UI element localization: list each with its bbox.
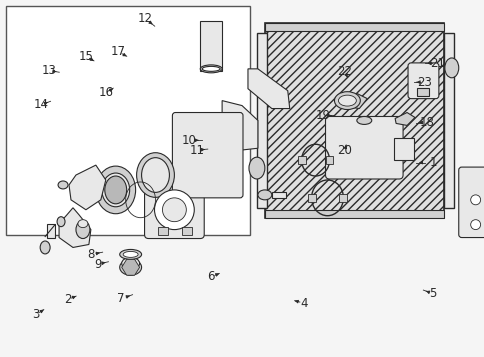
Ellipse shape [120,250,141,260]
Ellipse shape [76,221,90,238]
Ellipse shape [338,95,356,106]
Circle shape [162,198,186,222]
Text: 21: 21 [429,57,444,70]
Ellipse shape [200,65,222,73]
Text: 16: 16 [99,86,114,99]
Ellipse shape [58,181,68,189]
Text: 17: 17 [110,45,125,58]
Text: 11: 11 [189,144,204,157]
Polygon shape [222,101,257,150]
Text: 14: 14 [33,98,48,111]
Polygon shape [121,260,139,275]
FancyBboxPatch shape [144,179,204,238]
Ellipse shape [121,257,139,269]
Text: 6: 6 [207,271,214,283]
Text: 12: 12 [137,12,152,25]
Ellipse shape [257,190,271,200]
Bar [393,138,413,160]
Bar [182,227,192,235]
Bar [297,156,305,164]
Bar [158,227,168,235]
Bar [200,21,222,71]
Ellipse shape [102,173,129,207]
FancyBboxPatch shape [325,116,402,179]
Ellipse shape [356,116,371,125]
Ellipse shape [136,153,174,197]
Bar [307,194,315,202]
Text: 8: 8 [87,248,94,261]
Ellipse shape [57,217,65,227]
FancyBboxPatch shape [458,167,484,237]
Ellipse shape [334,92,360,110]
Text: 5: 5 [428,287,436,300]
Text: 23: 23 [416,76,431,89]
FancyBboxPatch shape [172,112,242,198]
Text: 19: 19 [316,109,331,122]
Ellipse shape [78,220,88,228]
Bar [339,194,347,202]
Text: 22: 22 [336,65,351,78]
Bar [271,192,285,198]
Text: 2: 2 [63,293,71,306]
Circle shape [469,195,480,205]
Bar [264,23,443,218]
Text: 9: 9 [94,258,101,271]
Ellipse shape [105,176,126,204]
Bar [264,23,443,31]
Text: 20: 20 [336,144,351,157]
Bar [264,210,443,218]
Ellipse shape [123,251,138,257]
Bar [6,6,249,235]
Text: 15: 15 [78,50,93,63]
Ellipse shape [120,260,141,275]
Polygon shape [59,208,91,247]
Circle shape [154,190,194,230]
Text: 18: 18 [418,116,433,129]
Text: 13: 13 [41,64,56,77]
Bar [325,156,333,164]
Ellipse shape [444,58,458,78]
FancyBboxPatch shape [407,63,438,99]
Polygon shape [394,112,414,125]
Bar [47,223,55,237]
Text: 4: 4 [300,297,307,310]
Ellipse shape [248,157,264,179]
Text: 1: 1 [428,156,436,169]
Text: 10: 10 [182,134,197,147]
Text: 3: 3 [32,308,40,321]
Polygon shape [69,165,106,210]
Text: 7: 7 [117,292,124,306]
Ellipse shape [40,241,50,254]
Bar [257,33,266,208]
Ellipse shape [202,66,220,71]
Circle shape [469,220,480,230]
Bar [416,88,428,96]
Polygon shape [247,69,289,109]
Ellipse shape [96,166,136,214]
Polygon shape [345,94,366,109]
Ellipse shape [141,158,169,192]
Bar [443,33,453,208]
